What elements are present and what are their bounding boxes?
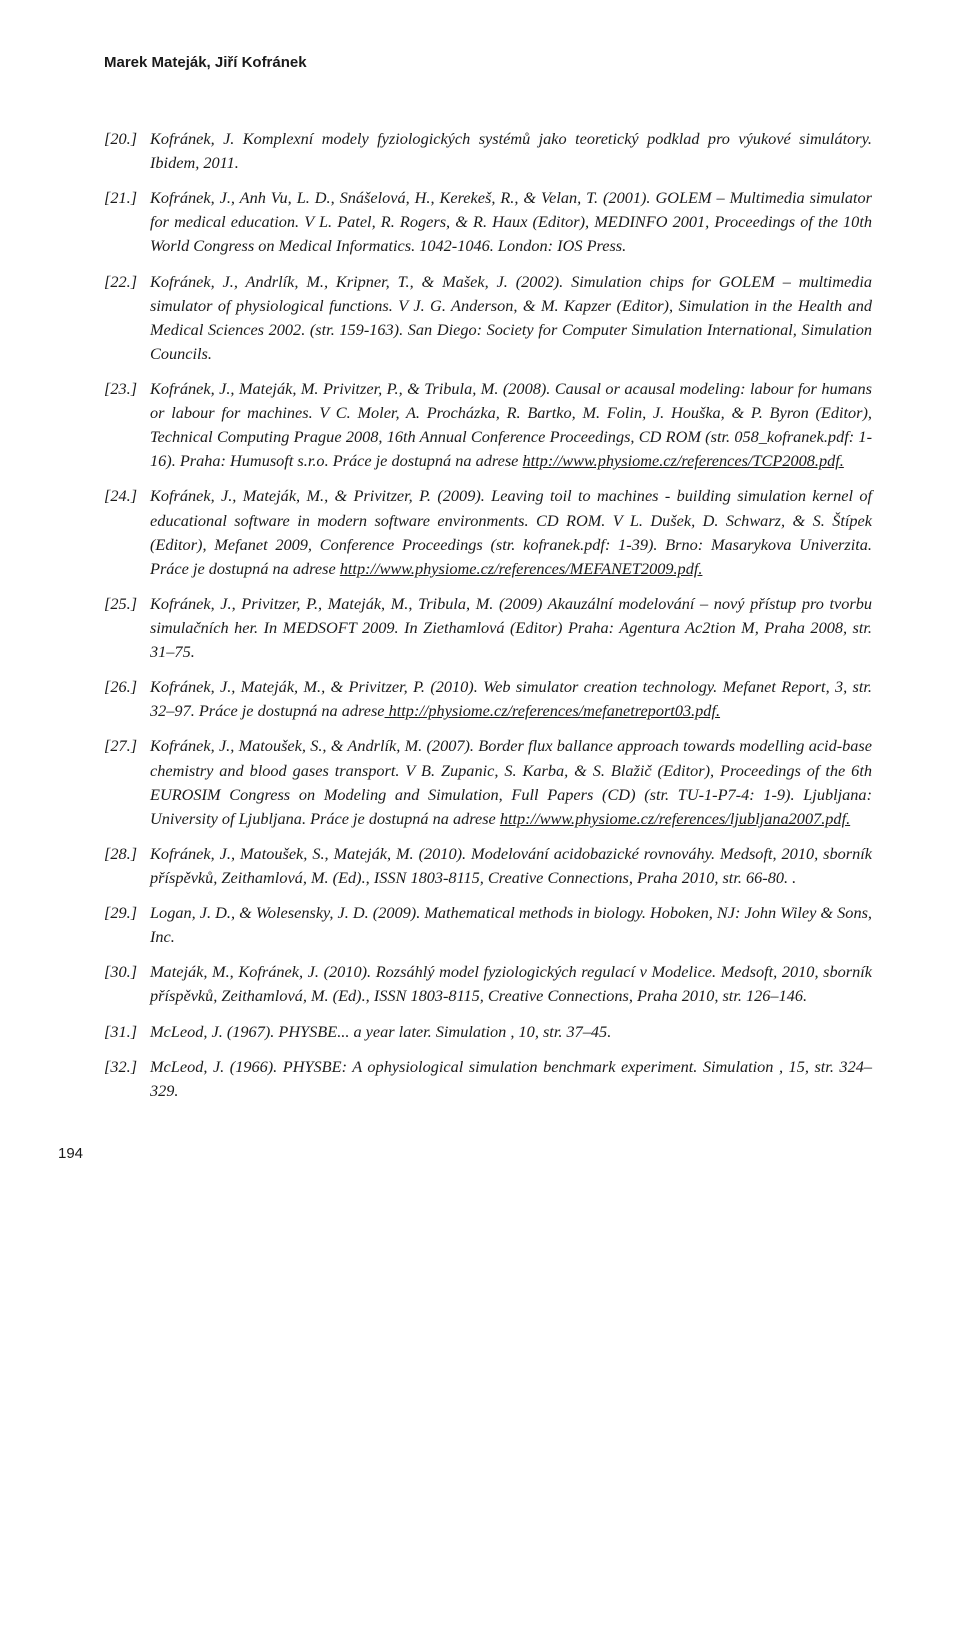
reference-number: [30.]	[104, 960, 150, 1008]
reference-number: [20.]	[104, 127, 150, 175]
reference-text: Kofránek, J., Andrlík, M., Kripner, T., …	[150, 272, 872, 363]
reference-body: Kofránek, J., Mateják, M., & Privitzer, …	[150, 484, 872, 580]
reference-number: [32.]	[104, 1055, 150, 1103]
reference-item: [32.]McLeod, J. (1966). PHYSBE: A ophysi…	[104, 1055, 872, 1103]
reference-text: Logan, J. D., & Wolesensky, J. D. (2009)…	[150, 903, 872, 946]
reference-item: [30.]Mateják, M., Kofránek, J. (2010). R…	[104, 960, 872, 1008]
reference-body: Logan, J. D., & Wolesensky, J. D. (2009)…	[150, 901, 872, 949]
reference-number: [26.]	[104, 675, 150, 723]
reference-item: [25.]Kofránek, J., Privitzer, P., Matejá…	[104, 592, 872, 664]
reference-text: Kofránek, J. Komplexní modely fyziologic…	[150, 129, 872, 172]
reference-text: Kofránek, J., Privitzer, P., Mateják, M.…	[150, 594, 872, 661]
reference-text: McLeod, J. (1966). PHYSBE: A ophysiologi…	[150, 1057, 872, 1100]
reference-number: [29.]	[104, 901, 150, 949]
page-number: 194	[58, 1145, 872, 1162]
reference-body: Kofránek, J., Mateják, M. Privitzer, P.,…	[150, 377, 872, 473]
reference-item: [24.]Kofránek, J., Mateják, M., & Privit…	[104, 484, 872, 580]
reference-number: [31.]	[104, 1020, 150, 1044]
reference-number: [24.]	[104, 484, 150, 580]
reference-body: Kofránek, J., Anh Vu, L. D., Snášelová, …	[150, 186, 872, 258]
reference-number: [27.]	[104, 734, 150, 830]
reference-body: Kofránek, J., Mateják, M., & Privitzer, …	[150, 675, 872, 723]
reference-number: [25.]	[104, 592, 150, 664]
reference-body: Mateják, M., Kofránek, J. (2010). Rozsáh…	[150, 960, 872, 1008]
reference-item: [22.]Kofránek, J., Andrlík, M., Kripner,…	[104, 270, 872, 366]
reference-number: [22.]	[104, 270, 150, 366]
reference-number: [23.]	[104, 377, 150, 473]
reference-body: Kofránek, J., Privitzer, P., Mateják, M.…	[150, 592, 872, 664]
reference-number: [28.]	[104, 842, 150, 890]
reference-text: Kofránek, J., Anh Vu, L. D., Snášelová, …	[150, 188, 872, 255]
reference-body: Kofránek, J., Matoušek, S., Mateják, M. …	[150, 842, 872, 890]
reference-item: [31.]McLeod, J. (1967). PHYSBE... a year…	[104, 1020, 872, 1044]
reference-list: [20.]Kofránek, J. Komplexní modely fyzio…	[104, 127, 872, 1103]
running-head: Marek Mateják, Jiří Kofránek	[104, 54, 872, 71]
reference-body: Kofránek, J., Andrlík, M., Kripner, T., …	[150, 270, 872, 366]
reference-item: [29.]Logan, J. D., & Wolesensky, J. D. (…	[104, 901, 872, 949]
reference-link[interactable]: http://www.physiome.cz/references/ljublj…	[500, 809, 850, 828]
reference-link[interactable]: http://physiome.cz/references/mefanetrep…	[385, 701, 721, 720]
reference-text: Kofránek, J., Matoušek, S., Mateják, M. …	[150, 844, 872, 887]
reference-item: [23.]Kofránek, J., Mateják, M. Privitzer…	[104, 377, 872, 473]
reference-link[interactable]: http://www.physiome.cz/references/MEFANE…	[340, 559, 703, 578]
reference-number: [21.]	[104, 186, 150, 258]
reference-body: Kofránek, J., Matoušek, S., & Andrlík, M…	[150, 734, 872, 830]
reference-item: [21.]Kofránek, J., Anh Vu, L. D., Snášel…	[104, 186, 872, 258]
reference-item: [20.]Kofránek, J. Komplexní modely fyzio…	[104, 127, 872, 175]
reference-link[interactable]: http://www.physiome.cz/references/TCP200…	[522, 451, 843, 470]
reference-text: McLeod, J. (1967). PHYSBE... a year late…	[150, 1022, 611, 1041]
reference-body: Kofránek, J. Komplexní modely fyziologic…	[150, 127, 872, 175]
page-container: Marek Mateják, Jiří Kofránek [20.]Kofrán…	[0, 0, 960, 1202]
reference-text: Mateják, M., Kofránek, J. (2010). Rozsáh…	[150, 962, 872, 1005]
reference-body: McLeod, J. (1967). PHYSBE... a year late…	[150, 1020, 872, 1044]
reference-item: [27.]Kofránek, J., Matoušek, S., & Andrl…	[104, 734, 872, 830]
reference-item: [28.] Kofránek, J., Matoušek, S., Matejá…	[104, 842, 872, 890]
reference-body: McLeod, J. (1966). PHYSBE: A ophysiologi…	[150, 1055, 872, 1103]
reference-item: [26.]Kofránek, J., Mateják, M., & Privit…	[104, 675, 872, 723]
